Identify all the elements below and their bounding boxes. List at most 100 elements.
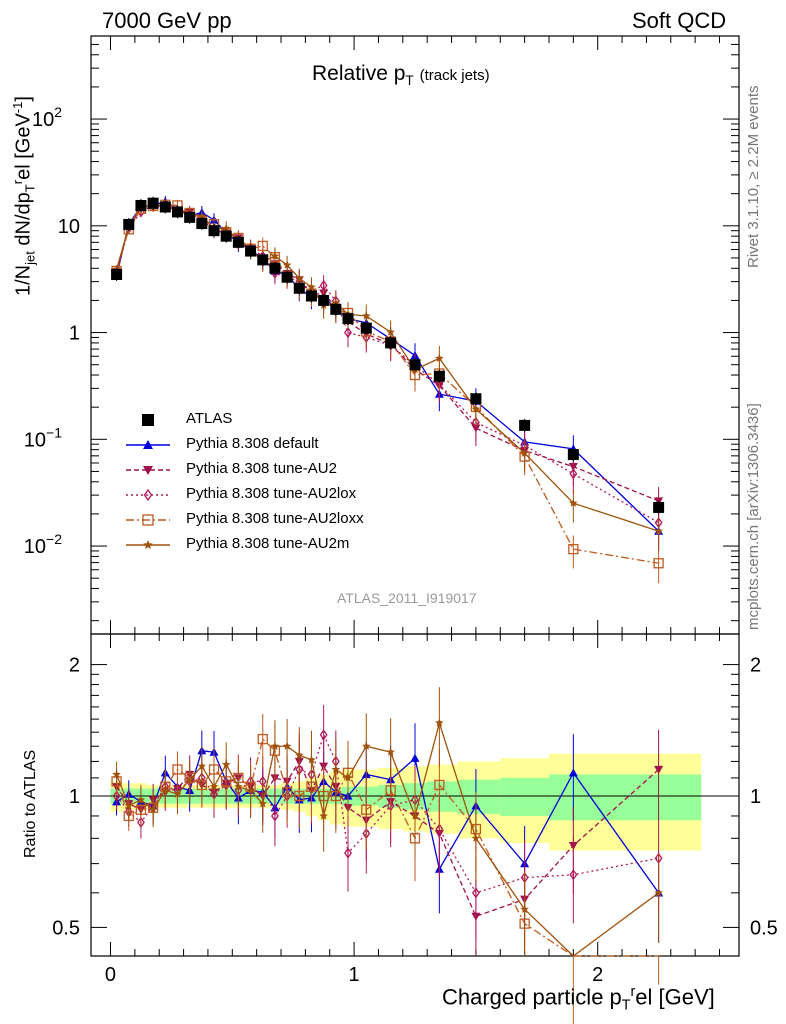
main-series-point xyxy=(257,240,268,252)
ratio-band-green xyxy=(427,781,458,812)
data-point xyxy=(208,225,220,237)
main-series-point xyxy=(654,526,663,535)
header-left: 7000 GeV pp xyxy=(102,8,232,33)
ratio-y-axis-label: Ratio to ATLAS xyxy=(22,749,39,858)
ratio-series-point xyxy=(294,790,305,802)
ratio-plot-frame xyxy=(90,633,740,957)
data-point xyxy=(409,359,421,371)
data-point xyxy=(257,254,269,266)
data-point xyxy=(196,218,208,230)
main-y-tick-label: 10−2 xyxy=(24,531,62,558)
ratio-y-tick-label: 2 xyxy=(69,655,80,677)
ratio-y-tick-label-right: 2 xyxy=(750,655,761,677)
ratio-series-point xyxy=(319,729,328,741)
ratio-band-green xyxy=(548,774,616,821)
data-point xyxy=(519,419,531,431)
main-series-point xyxy=(568,543,579,555)
ratio-series-point xyxy=(112,770,121,779)
data-point xyxy=(385,337,397,349)
ratio-series-point xyxy=(520,904,529,913)
main-series-point xyxy=(282,260,292,269)
ratio-series-point xyxy=(410,753,420,762)
plot-title-main: Relative p xyxy=(312,62,406,85)
ratio-series-point xyxy=(471,887,480,899)
plot-title: Relative pT (track jets) xyxy=(312,62,490,88)
ratio-series-point xyxy=(136,816,145,829)
ratio-series-point xyxy=(344,847,352,859)
ratio-series-point xyxy=(295,750,304,759)
ratio-y-tick-label-right: 1 xyxy=(750,786,761,808)
ratio-series-line xyxy=(115,720,659,957)
data-point xyxy=(318,294,330,306)
ratio-series-line xyxy=(115,737,659,957)
main-series-point xyxy=(653,558,664,569)
data-point xyxy=(653,501,665,513)
ratio-series-point xyxy=(307,755,316,764)
x-tick-label: 2 xyxy=(592,964,603,986)
analysis-watermark: ATLAS_2011_I919017 xyxy=(337,590,477,606)
data-point xyxy=(159,201,171,213)
ratio-series-point xyxy=(435,718,444,727)
ratio-series-point xyxy=(221,760,231,769)
ratio-series-point xyxy=(270,810,279,822)
ratio-y-tick-label-right: 0.5 xyxy=(750,917,778,939)
ratio-series-point xyxy=(209,782,219,791)
data-point xyxy=(245,245,257,257)
ratio-series-point xyxy=(246,785,255,794)
x-axis-label-tail: el [GeV] xyxy=(635,984,715,1010)
data-point xyxy=(184,211,196,223)
x-axis-label: Charged particle pTrel [GeV] xyxy=(442,984,715,1014)
main-y-tick-label: 1 xyxy=(69,323,80,345)
ratio-band-green xyxy=(500,777,549,816)
plot-title-extra: (track jets) xyxy=(419,67,490,84)
legend-marker xyxy=(142,514,154,526)
mcplots-info: mcplots.cern.ch [arXiv:1306.3436] xyxy=(745,403,762,630)
main-series-point xyxy=(319,279,328,292)
ratio-y-tick-label: 0.5 xyxy=(52,917,80,939)
ratio-series-point xyxy=(185,775,194,784)
legend-entry: Pythia 8.308 default xyxy=(186,435,319,452)
ratio-y-tick-label: 1 xyxy=(69,786,80,808)
ratio-series-point xyxy=(410,811,420,820)
main-series-line xyxy=(115,204,659,564)
legend-marker xyxy=(143,440,153,449)
legend-entry: Pythia 8.308 tune-AU2m xyxy=(186,535,350,552)
data-point xyxy=(171,206,183,218)
ratio-series-point xyxy=(112,790,121,802)
ratio-series-point xyxy=(435,823,444,835)
main-series-point xyxy=(435,353,444,362)
ratio-series-point xyxy=(568,768,578,777)
ratio-series-point xyxy=(161,785,170,794)
data-point xyxy=(135,199,147,211)
data-point xyxy=(293,282,305,294)
ratio-series-point xyxy=(136,795,146,804)
data-point xyxy=(147,197,159,209)
main-series-point xyxy=(362,311,371,320)
x-axis-label-text: Charged particle p xyxy=(442,984,622,1010)
data-point xyxy=(305,290,317,302)
ratio-series-point xyxy=(362,741,371,750)
data-point xyxy=(281,271,293,283)
main-y-tick-label: 10−1 xyxy=(24,424,62,451)
data-point xyxy=(342,313,354,325)
main-series-line xyxy=(115,204,659,532)
ratio-series-point xyxy=(434,779,445,791)
data-point xyxy=(111,268,123,280)
legend-entry: Pythia 8.308 tune-AU2lox xyxy=(186,485,357,502)
data-point xyxy=(232,236,244,248)
plot-title-sub: T xyxy=(405,73,414,89)
main-series-point xyxy=(386,327,395,336)
ratio-series-point xyxy=(386,747,395,756)
ratio-series-point xyxy=(569,869,578,881)
x-tick-label: 0 xyxy=(105,964,116,986)
ratio-series-point xyxy=(654,888,663,897)
ratio-series-line xyxy=(116,749,660,894)
legend-entry: Pythia 8.308 tune-AU2 xyxy=(186,460,337,477)
main-series-point xyxy=(569,468,578,480)
main-series-point xyxy=(221,224,231,233)
main-y-axis-label: 1/Njet dN/dpTrel [GeV-1] xyxy=(10,96,38,296)
ratio-series-point xyxy=(148,805,158,814)
ratio-series-point xyxy=(281,787,293,798)
main-series-point xyxy=(344,326,352,339)
